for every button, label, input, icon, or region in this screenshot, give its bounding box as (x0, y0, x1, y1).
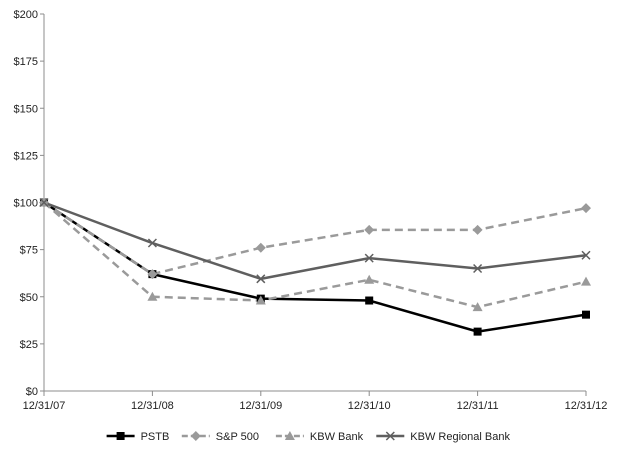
y-tick-label: $25 (20, 339, 38, 351)
data-point (364, 274, 375, 284)
data-point (472, 224, 483, 235)
data-point (472, 302, 483, 312)
x-marker-stroke (147, 238, 157, 248)
x-marker-stroke (364, 253, 374, 263)
series-line-0 (43, 201, 587, 333)
data-point (473, 263, 483, 274)
legend-swatch-marker (284, 431, 295, 440)
x-tick-label: 12/31/07 (23, 400, 66, 412)
data-point (473, 327, 482, 336)
x-axis-tick-labels: 12/31/07 12/31/08 12/31/09 12/31/10 12/31/11… (23, 400, 608, 412)
legend-label: PSTB (141, 431, 170, 443)
series-lines (43, 201, 587, 333)
data-point (581, 250, 591, 260)
series-line-1 (43, 201, 587, 276)
data-point (581, 203, 591, 214)
legend-swatch-marker (190, 431, 201, 441)
x-tick-label: 12/31/12 (565, 400, 608, 412)
axes (40, 13, 587, 396)
legend-label: KBW Bank (310, 431, 364, 443)
y-tick-label: $150 (14, 103, 38, 115)
series-line-3 (43, 201, 587, 281)
x-marker-stroke (39, 197, 49, 208)
x-tick-label: 12/31/11 (457, 400, 499, 412)
series-line-2 (43, 201, 587, 309)
legend-item: PSTB (106, 431, 170, 443)
y-tick-label: $100 (14, 198, 38, 210)
legend-swatch-marker (116, 432, 125, 440)
data-point (255, 242, 266, 253)
y-tick-label: $125 (14, 150, 38, 162)
data-point (582, 310, 590, 319)
data-point (147, 269, 158, 280)
data-point (39, 197, 49, 208)
x-tick-label: 12/31/09 (239, 400, 282, 412)
x-tick-label: 12/31/08 (131, 400, 174, 412)
data-point (147, 238, 157, 248)
data-point (255, 295, 266, 305)
y-tick-label: $0 (26, 386, 38, 398)
y-axis-tick-labels: $0 $25 $50 $75 $100 $125 $150 $175 $200 (14, 9, 38, 398)
legend-item: S&P 500 (181, 431, 259, 443)
x-marker-stroke (385, 431, 395, 441)
y-tick-label: $50 (20, 292, 38, 304)
x-marker-stroke (473, 263, 483, 274)
data-point (364, 224, 375, 235)
data-point (581, 276, 591, 286)
x-marker-stroke (256, 274, 266, 284)
data-point (364, 253, 374, 263)
y-tick-label: $75 (20, 245, 38, 257)
data-point (365, 296, 374, 305)
legend: PSTB S&P 500 KBW Bank KBW Regional Bank (106, 431, 510, 443)
data-point (147, 291, 158, 301)
legend-label: S&P 500 (216, 431, 259, 443)
legend-swatch-marker (385, 431, 395, 441)
data-point (256, 274, 266, 284)
y-tick-label: $200 (14, 9, 38, 21)
x-marker-stroke (581, 250, 591, 260)
legend-item: KBW Bank (275, 431, 364, 443)
legend-label: KBW Regional Bank (410, 431, 510, 443)
x-tick-label: 12/31/10 (348, 400, 391, 412)
legend-item: KBW Regional Bank (376, 431, 510, 443)
y-tick-label: $175 (14, 56, 38, 68)
series-markers (39, 197, 591, 336)
